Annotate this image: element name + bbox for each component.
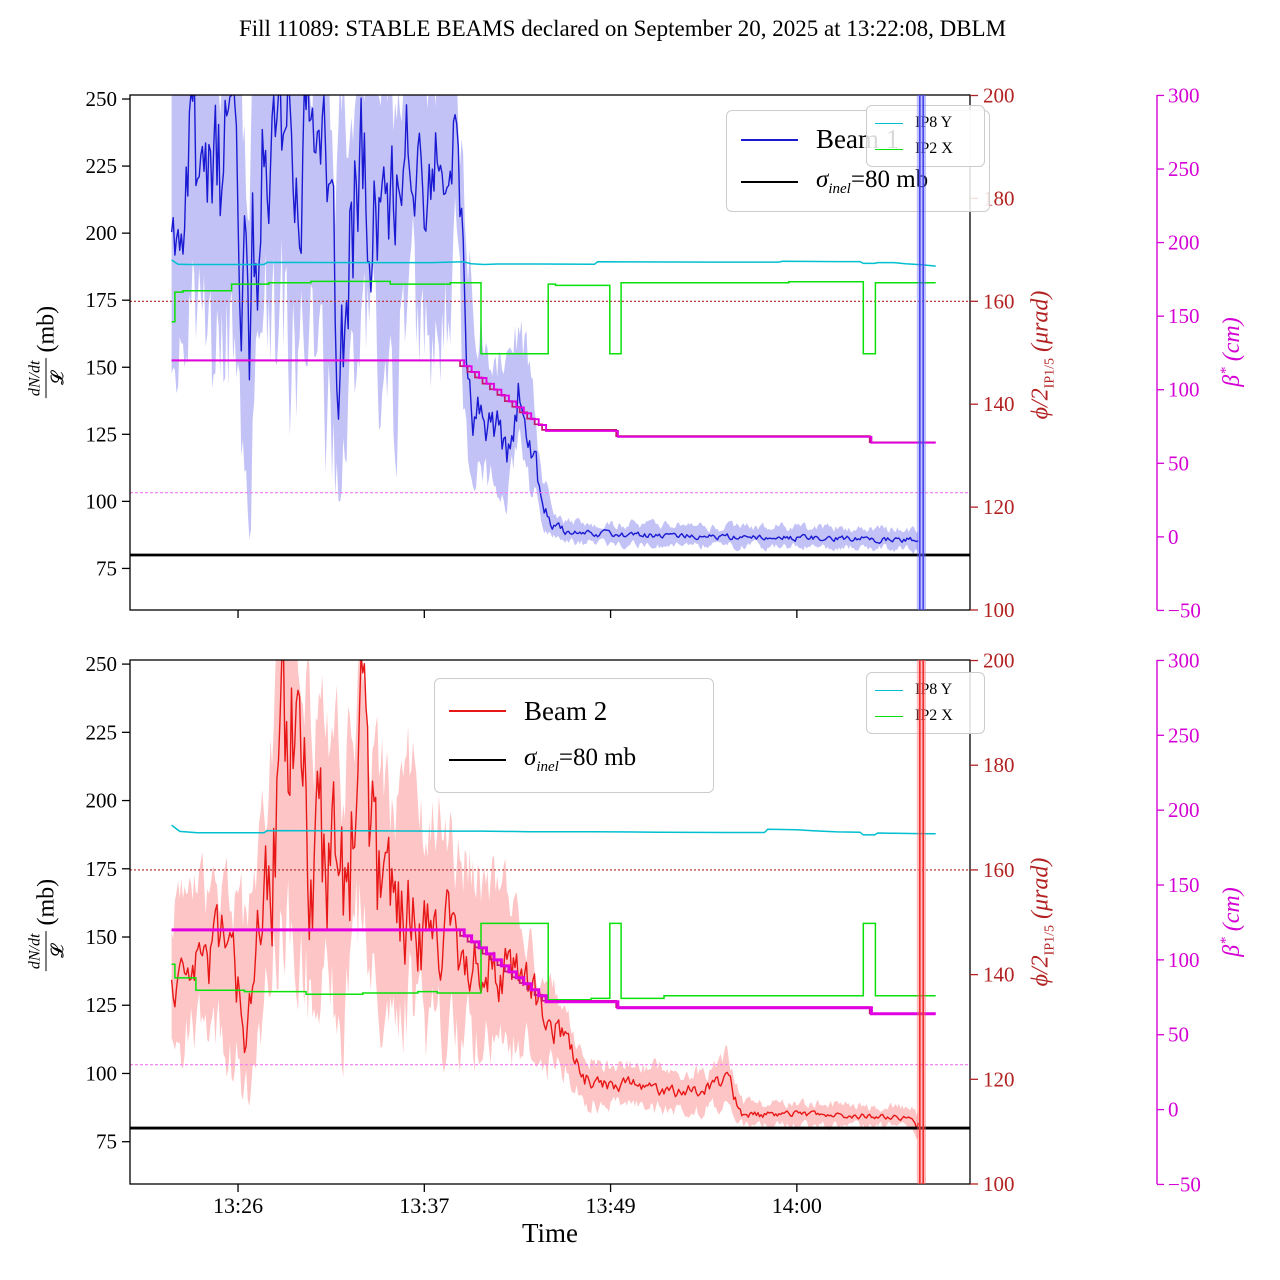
- phi-axis-label-top: ϕ/2IP1/5 (μrad): [1027, 290, 1058, 420]
- legend-label: IP8 Y: [915, 114, 953, 131]
- y-axis-label-bottom: dN/dt 𝓛 (mb): [26, 878, 68, 972]
- phi-tick-label: 120: [983, 495, 1015, 519]
- legend-label: IP8 Y: [915, 681, 953, 698]
- y-axis-label-top: dN/dt 𝓛 (mb): [26, 305, 68, 399]
- y-tick-label: 125: [86, 993, 118, 1017]
- phi-tick-label: 140: [983, 963, 1015, 987]
- legend-item-ip8y: IP8 Y: [875, 114, 976, 132]
- beta-tick-label: −50: [1168, 1172, 1201, 1196]
- phi-tick-label: 100: [983, 598, 1015, 622]
- phi-tick-label: 120: [983, 1067, 1015, 1091]
- beta-tick-label: 50: [1168, 1023, 1189, 1047]
- beta-star-line: [171, 359, 936, 444]
- plot-border: [129, 94, 971, 611]
- phi-tick-label: 100: [983, 1172, 1015, 1196]
- y-tick-label: 75: [96, 1130, 117, 1154]
- y-tick-label: 175: [86, 857, 118, 881]
- legend-ip-bottom: IP8 Y IP2 X: [866, 672, 985, 734]
- legend-item-ip2x: IP2 X: [875, 707, 976, 725]
- legend-item-ip8y: IP8 Y: [875, 681, 976, 699]
- beta-tick-label: 50: [1168, 451, 1189, 475]
- beta-tick-label: 150: [1168, 873, 1200, 897]
- beta-star-line: [171, 928, 936, 1016]
- y-tick-label: 225: [86, 154, 118, 178]
- legend-label: Beam 2: [524, 695, 608, 726]
- beam1-plot-area: [130, 95, 970, 557]
- beta-tick-label: 150: [1168, 304, 1200, 328]
- legend-item-sigma: σinel=80 mb: [449, 744, 699, 776]
- beta-tick-label: 0: [1168, 1098, 1179, 1122]
- sigma-line-swatch: [449, 758, 506, 761]
- beta-tick-label: 100: [1168, 948, 1200, 972]
- ip2x-line-swatch: [875, 148, 903, 150]
- ip8y-line: [171, 259, 936, 267]
- beam2-line: [170, 660, 919, 1130]
- legend-beam2: Beam 2 σinel=80 mb: [434, 678, 714, 793]
- beta-tick-label: −50: [1168, 598, 1201, 622]
- beam1-uncertainty-band: [171, 95, 919, 555]
- beam2-line-swatch: [449, 710, 506, 712]
- beta-tick-label: 250: [1168, 723, 1200, 747]
- beta-tick-label: 250: [1168, 157, 1200, 181]
- y-tick-label: 125: [86, 422, 118, 446]
- ip8y-line-swatch: [875, 122, 903, 124]
- y-tick-label: 250: [86, 87, 118, 111]
- legend-item-sigma: σinel=80 mb: [741, 166, 975, 198]
- beam2-plot-area: [130, 660, 970, 1140]
- ip2x-line: [171, 922, 936, 1001]
- beta-tick-label: 300: [1168, 648, 1200, 672]
- beta-tick-label: 100: [1168, 378, 1200, 402]
- beta-tick-label: 300: [1168, 83, 1200, 107]
- y-tick-label: 225: [86, 720, 118, 744]
- x-tick-label: 13:26: [213, 1193, 263, 1218]
- legend-label: σinel=80 mb: [524, 743, 637, 775]
- dndt-fraction: dN/dt 𝓛: [26, 358, 68, 399]
- phi-tick-label: 140: [983, 392, 1015, 416]
- y-tick-label: 200: [86, 789, 118, 813]
- legend-ip-top: IP8 Y IP2 X: [866, 105, 985, 167]
- beta-axis-label-bottom: β* (cm): [1218, 887, 1245, 957]
- y-tick-label: 200: [86, 221, 118, 245]
- phi-tick-label: 160: [983, 858, 1015, 882]
- legend-item-beam2: Beam 2: [449, 696, 699, 727]
- beta-tick-label: 0: [1168, 525, 1179, 549]
- beta-axis-label-top: β* (cm): [1218, 317, 1245, 387]
- y-tick-label: 150: [86, 925, 118, 949]
- figure-title: Fill 11089: STABLE BEAMS declared on Sep…: [238, 16, 1007, 41]
- ip2x-line: [171, 280, 936, 355]
- beam1-line-swatch: [741, 138, 798, 141]
- legend-label: σinel=80 mb: [816, 165, 929, 197]
- phi-axis-label-bottom: ϕ/2IP1/5 (μrad): [1027, 857, 1058, 987]
- beta-tick-label: 200: [1168, 798, 1200, 822]
- x-tick-label: 14:00: [772, 1193, 822, 1218]
- y-tick-label: 250: [86, 652, 118, 676]
- legend-item-ip2x: IP2 X: [875, 140, 976, 158]
- phi-tick-label: 200: [983, 84, 1015, 108]
- phi-tick-label: 180: [983, 753, 1015, 777]
- phi-tick-label: 200: [983, 649, 1015, 673]
- y-tick-label: 175: [86, 288, 118, 312]
- beam2-uncertainty-band: [171, 660, 919, 1140]
- y-tick-label: 100: [86, 1061, 118, 1085]
- phi-tick-label: 160: [983, 289, 1015, 313]
- y-tick-label: 150: [86, 355, 118, 379]
- x-tick-label: 13:49: [586, 1193, 636, 1218]
- plot-border: [129, 659, 971, 1185]
- beta-tick-label: 200: [1168, 231, 1200, 255]
- sigma-line-swatch: [741, 180, 798, 183]
- ip2x-line-swatch: [875, 715, 903, 717]
- legend-label: IP2 X: [915, 707, 953, 724]
- ip8y-line-swatch: [875, 689, 903, 691]
- x-axis-label: Time: [521, 1218, 579, 1248]
- y-tick-label: 100: [86, 489, 118, 513]
- x-tick-label: 13:37: [399, 1193, 449, 1218]
- legend-label: IP2 X: [915, 140, 953, 157]
- beam1-line: [170, 95, 919, 545]
- dndt-fraction: dN/dt 𝓛: [26, 931, 68, 972]
- y-tick-label: 75: [96, 556, 117, 580]
- ip8y-line: [171, 824, 936, 836]
